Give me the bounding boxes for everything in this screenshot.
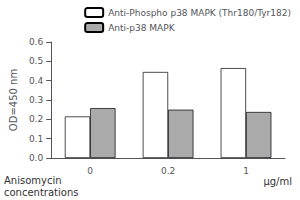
svg-text:0.2: 0.2	[29, 114, 43, 124]
svg-text:0.6: 0.6	[29, 37, 44, 47]
svg-text:Anti-p38 MAPK: Anti-p38 MAPK	[108, 23, 176, 33]
svg-text:0.4: 0.4	[29, 76, 44, 86]
svg-text:Anti-Phospho p38 MAPK (Thr180/: Anti-Phospho p38 MAPK (Thr180/Tyr182)	[108, 8, 291, 18]
svg-text:OD=450 nm: OD=450 nm	[8, 69, 19, 131]
svg-text:0.3: 0.3	[29, 95, 43, 105]
svg-text:0.1: 0.1	[29, 134, 43, 144]
svg-text:μg/ml: μg/ml	[263, 176, 292, 187]
svg-text:1: 1	[243, 166, 249, 176]
svg-text:concentrations: concentrations	[4, 187, 78, 198]
svg-text:0.5: 0.5	[29, 56, 43, 66]
svg-text:0.0: 0.0	[29, 153, 44, 163]
svg-text:0: 0	[87, 166, 93, 176]
svg-text:Anisomycin: Anisomycin	[4, 175, 62, 186]
svg-text:0.2: 0.2	[161, 166, 175, 176]
